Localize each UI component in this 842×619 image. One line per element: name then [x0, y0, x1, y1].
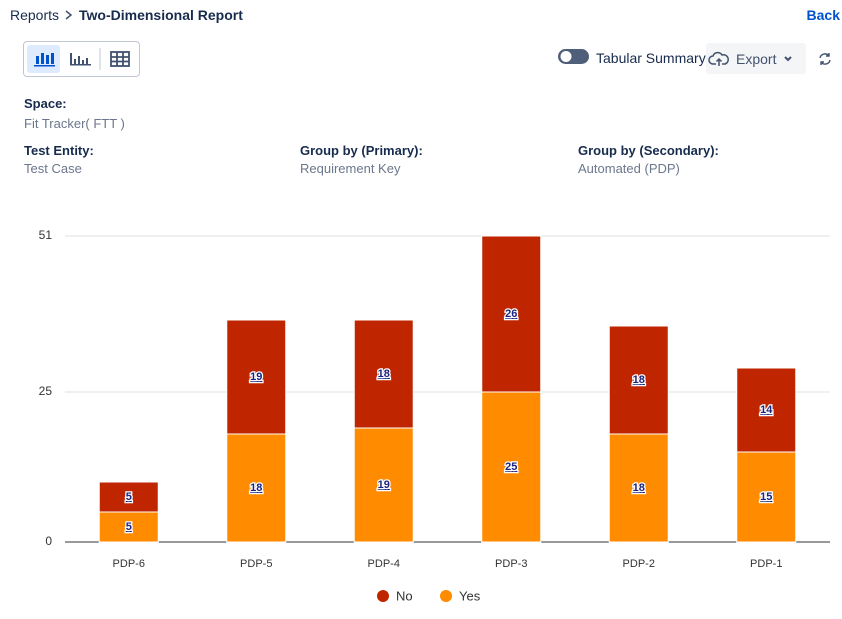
data-label: 19 — [250, 371, 262, 383]
bar-segment[interactable] — [226, 319, 287, 435]
chevron — [65, 10, 73, 20]
breadcrumb-current: Two-Dimensional Report — [79, 7, 243, 23]
field-label: Test Entity: — [24, 143, 94, 158]
export-label: Export — [736, 50, 777, 67]
dropdown-icon — [784, 55, 793, 61]
x-tick-label: PDP-2 — [623, 558, 655, 570]
y-tick-label: 25 — [39, 384, 53, 398]
data-label: 25 — [505, 461, 517, 473]
data-label: 5 — [126, 521, 132, 533]
legend-marker[interactable] — [377, 590, 389, 602]
x-tick-label: PDP-1 — [750, 558, 782, 570]
breadcrumb-parent[interactable]: Reports — [10, 7, 60, 23]
bar-segment[interactable] — [353, 319, 414, 429]
data-label: 14 — [760, 404, 773, 416]
breadcrumb: Reports Two-Dimensional Report — [10, 7, 243, 23]
toggle[interactable] — [557, 48, 591, 66]
bar-segment[interactable] — [353, 427, 414, 543]
data-label: 19 — [378, 479, 390, 491]
y-tick-label: 51 — [39, 228, 53, 242]
field-value: Automated (PDP) — [578, 161, 680, 176]
field-value: Requirement Key — [300, 161, 401, 176]
bar-view[interactable] — [70, 53, 91, 66]
bar-segment[interactable] — [226, 433, 287, 543]
data-label: 18 — [250, 482, 262, 494]
bar-segment[interactable] — [608, 433, 669, 543]
data-label: 18 — [378, 368, 390, 380]
field-label: Group by (Secondary): — [578, 143, 719, 158]
x-tick-label: PDP-4 — [368, 558, 400, 570]
table-view[interactable] — [110, 51, 130, 67]
field-label: Space: — [24, 96, 67, 111]
x-tick-label: PDP-5 — [240, 558, 272, 570]
bar-segment[interactable] — [736, 367, 797, 453]
x-tick-label: PDP-3 — [495, 558, 527, 570]
cloud-icon — [708, 51, 729, 66]
bar-segment[interactable] — [98, 511, 159, 543]
x-tick-label: PDP-6 — [113, 558, 145, 570]
bar-segment[interactable] — [608, 325, 669, 435]
back-link[interactable]: Back — [806, 7, 840, 23]
bar-segment[interactable] — [481, 391, 542, 543]
data-label: 18 — [633, 482, 645, 494]
bar-segment[interactable] — [98, 481, 159, 513]
legend-marker[interactable] — [440, 590, 452, 602]
bar-segment[interactable] — [736, 451, 797, 543]
tabular-summary-label: Tabular Summary — [596, 50, 706, 66]
legend-label[interactable]: Yes — [459, 588, 481, 603]
field-value: Test Case — [24, 161, 82, 176]
view-switcher — [23, 41, 140, 77]
legend-label[interactable]: No — [396, 588, 413, 603]
export-button[interactable]: Export — [706, 43, 806, 74]
field-label: Group by (Primary): — [300, 143, 423, 158]
data-label: 26 — [505, 308, 517, 320]
field-value: Fit Tracker( FTT ) — [24, 116, 125, 131]
y-tick-label: 0 — [45, 534, 52, 548]
data-label: 15 — [760, 491, 772, 503]
refresh-icon[interactable] — [817, 51, 833, 67]
data-label: 5 — [126, 491, 132, 503]
data-label: 18 — [633, 374, 645, 386]
view-icons — [27, 45, 130, 73]
bar-segment[interactable] — [481, 235, 542, 393]
